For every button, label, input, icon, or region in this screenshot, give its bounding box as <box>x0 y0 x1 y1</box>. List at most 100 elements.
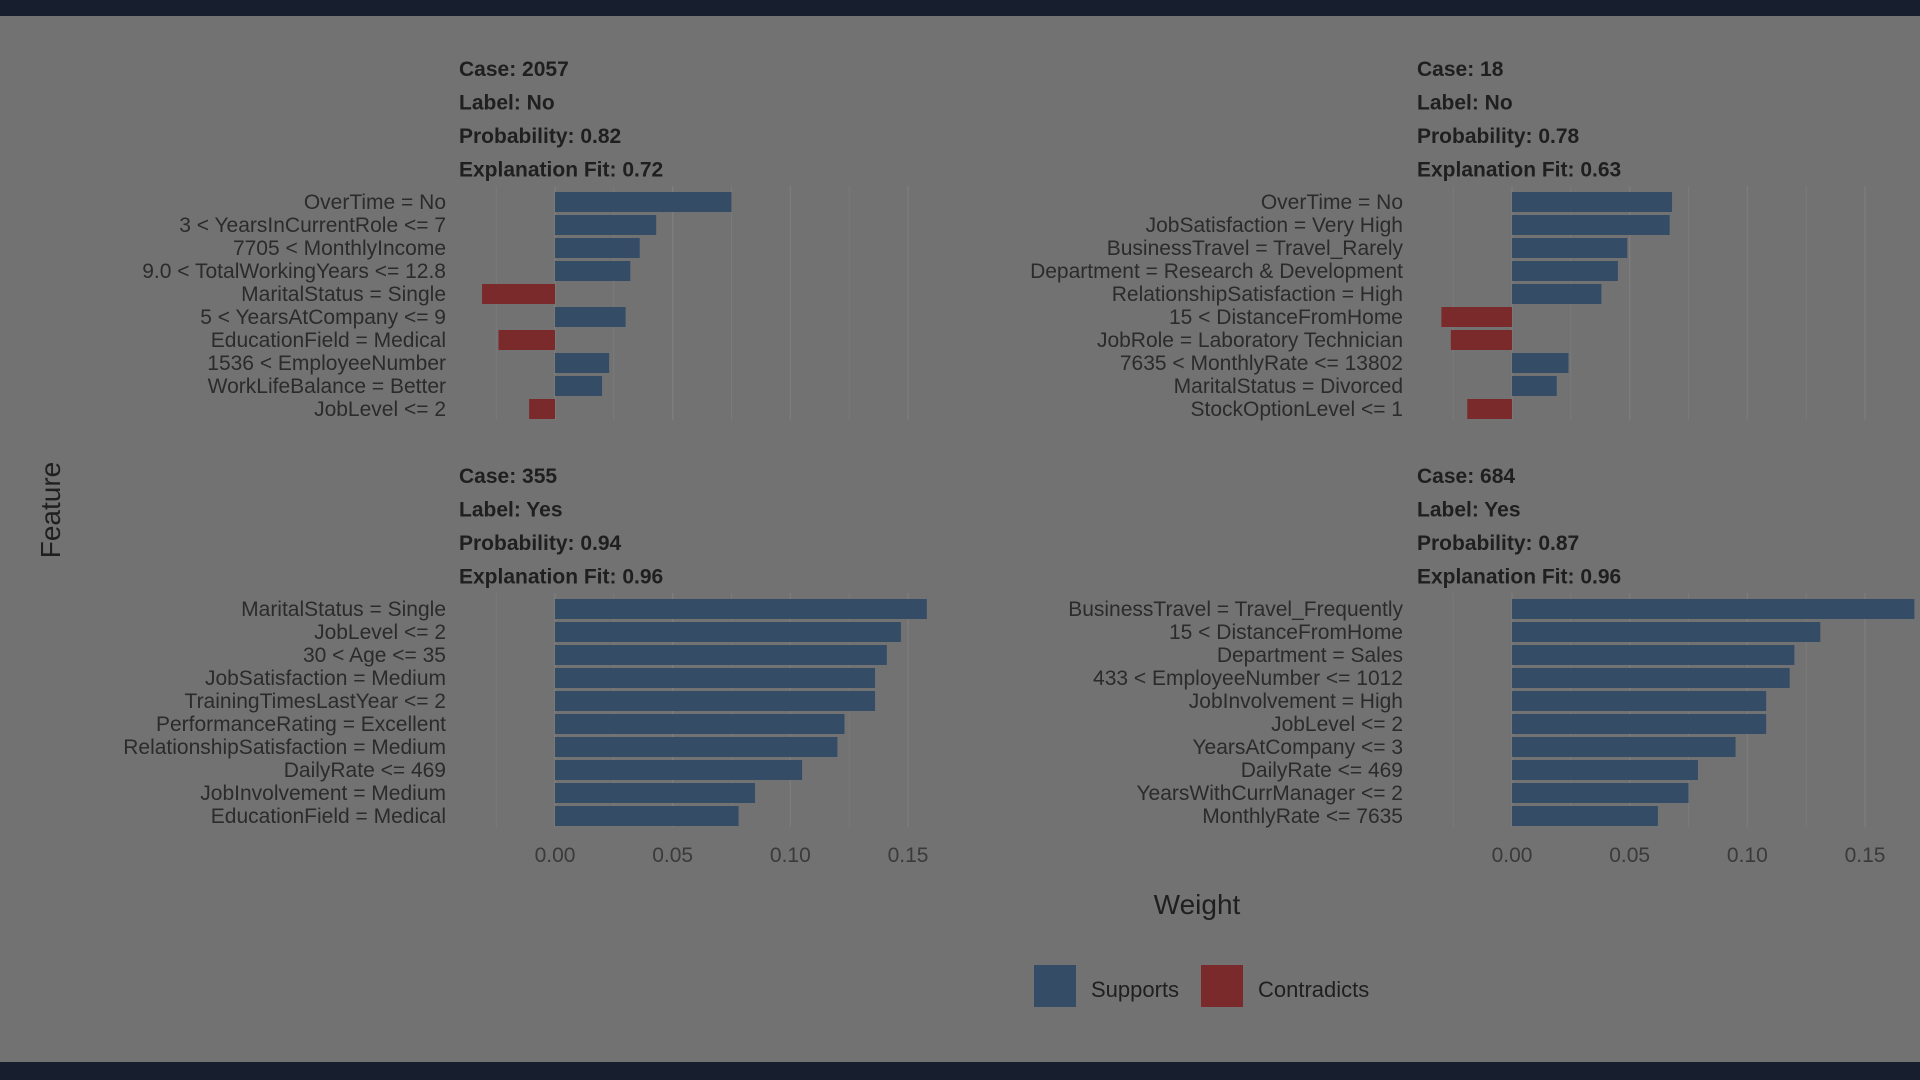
feature-label: JobInvolvement = Medium <box>200 782 446 805</box>
panel-header-line: Explanation Fit: 0.63 <box>1417 159 1621 182</box>
panel-header-line: Label: No <box>459 92 555 115</box>
top-window-bar <box>0 0 1920 16</box>
legend-swatch <box>1034 965 1076 1007</box>
x-tick-label: 0.10 <box>770 844 811 867</box>
panel-header-line: Case: 2057 <box>459 58 569 81</box>
bar <box>555 192 732 212</box>
x-tick-label: 0.05 <box>1609 844 1650 867</box>
x-tick-label: 0.00 <box>535 844 576 867</box>
bar <box>1512 783 1689 803</box>
bar <box>1467 399 1512 419</box>
feature-label: JobSatisfaction = Medium <box>205 667 446 690</box>
feature-label: JobLevel <= 2 <box>1271 713 1403 736</box>
bar <box>555 238 640 258</box>
panel-header-line: Case: 18 <box>1417 58 1504 81</box>
panel-header-line: Label: Yes <box>459 499 563 522</box>
bar <box>555 691 876 711</box>
feature-label: MaritalStatus = Single <box>241 598 446 621</box>
bar <box>555 622 901 642</box>
feature-label: EducationField = Medical <box>211 805 446 828</box>
feature-label: BusinessTravel = Travel_Rarely <box>1107 237 1404 260</box>
bar <box>555 668 876 688</box>
panel-header-line: Case: 355 <box>459 465 557 488</box>
bar <box>1512 376 1557 396</box>
panel-header-line: Label: No <box>1417 92 1513 115</box>
feature-label: DailyRate <= 469 <box>284 759 446 782</box>
feature-label: MaritalStatus = Divorced <box>1174 375 1403 398</box>
bar <box>1512 737 1736 757</box>
feature-label: Department = Sales <box>1217 644 1403 667</box>
bar <box>555 806 739 826</box>
feature-label: JobLevel <= 2 <box>314 398 446 421</box>
feature-label: 7705 < MonthlyIncome <box>233 237 446 260</box>
feature-label: 3 < YearsInCurrentRole <= 7 <box>179 214 446 237</box>
bar <box>1512 238 1628 258</box>
feature-label: RelationshipSatisfaction = Medium <box>123 736 446 759</box>
feature-label: MonthlyRate <= 7635 <box>1202 805 1403 828</box>
bar <box>482 284 555 304</box>
panel-header-line: Case: 684 <box>1417 465 1515 488</box>
feature-label: 1536 < EmployeeNumber <box>207 352 446 375</box>
legend-label: Contradicts <box>1258 977 1369 1002</box>
x-tick-label: 0.05 <box>652 844 693 867</box>
bar <box>1512 622 1821 642</box>
panel-header-line: Probability: 0.94 <box>459 532 622 555</box>
x-tick-label: 0.10 <box>1727 844 1768 867</box>
panel-header-line: Explanation Fit: 0.96 <box>1417 566 1621 589</box>
feature-label: 30 < Age <= 35 <box>303 644 446 667</box>
bar <box>1512 192 1673 212</box>
bar <box>1441 307 1512 327</box>
bar <box>1512 261 1618 281</box>
feature-label: OverTime = No <box>1261 191 1403 214</box>
feature-label: TrainingTimesLastYear <= 2 <box>185 690 446 713</box>
y-axis-title: Feature <box>35 462 66 559</box>
bar <box>555 376 603 396</box>
feature-label: 433 < EmployeeNumber <= 1012 <box>1093 667 1403 690</box>
feature-label: WorkLifeBalance = Better <box>208 375 446 398</box>
feature-label: YearsWithCurrManager <= 2 <box>1136 782 1403 805</box>
bar <box>555 307 626 327</box>
bar <box>555 737 838 757</box>
bar <box>1512 353 1569 373</box>
x-tick-label: 0.00 <box>1492 844 1533 867</box>
feature-label: MaritalStatus = Single <box>241 283 446 306</box>
bar <box>529 399 555 419</box>
feature-label: OverTime = No <box>304 191 446 214</box>
x-axis-title: Weight <box>1154 889 1241 920</box>
feature-label: DailyRate <= 469 <box>1241 759 1403 782</box>
feature-label: Department = Research & Development <box>1030 260 1403 283</box>
legend-label: Supports <box>1091 977 1179 1002</box>
feature-label: 15 < DistanceFromHome <box>1169 621 1403 644</box>
panel-header-line: Probability: 0.82 <box>459 125 621 148</box>
feature-label: JobSatisfaction = Very High <box>1146 214 1403 237</box>
x-tick-label: 0.15 <box>888 844 929 867</box>
bar <box>555 645 887 665</box>
feature-label: JobInvolvement = High <box>1189 690 1403 713</box>
bar <box>1512 599 1915 619</box>
bar <box>555 783 756 803</box>
bottom-window-bar <box>0 1062 1920 1080</box>
feature-label: 15 < DistanceFromHome <box>1169 306 1403 329</box>
lime-explanation-chart: Case: 2057 Label: No Probability: 0.82 Expl… <box>35 58 1915 1007</box>
bar <box>555 261 631 281</box>
panel-header-line: Probability: 0.87 <box>1417 532 1579 555</box>
bar <box>1512 215 1670 235</box>
bar <box>555 599 927 619</box>
feature-label: BusinessTravel = Travel_Frequently <box>1068 598 1403 621</box>
bar <box>555 353 610 373</box>
feature-label: 7635 < MonthlyRate <= 13802 <box>1120 352 1403 375</box>
feature-label: JobRole = Laboratory Technician <box>1097 329 1403 352</box>
bar <box>1512 806 1658 826</box>
feature-label: RelationshipSatisfaction = High <box>1112 283 1403 306</box>
feature-label: 5 < YearsAtCompany <= 9 <box>200 306 446 329</box>
bar <box>1450 330 1512 350</box>
x-tick-label: 0.15 <box>1845 844 1886 867</box>
panel-header-line: Probability: 0.78 <box>1417 125 1580 148</box>
bar <box>1512 668 1790 688</box>
feature-label: YearsAtCompany <= 3 <box>1192 736 1403 759</box>
bar <box>555 714 845 734</box>
panel-header-line: Label: Yes <box>1417 499 1521 522</box>
feature-label: StockOptionLevel <= 1 <box>1191 398 1403 421</box>
bar <box>555 215 657 235</box>
bar <box>555 760 803 780</box>
